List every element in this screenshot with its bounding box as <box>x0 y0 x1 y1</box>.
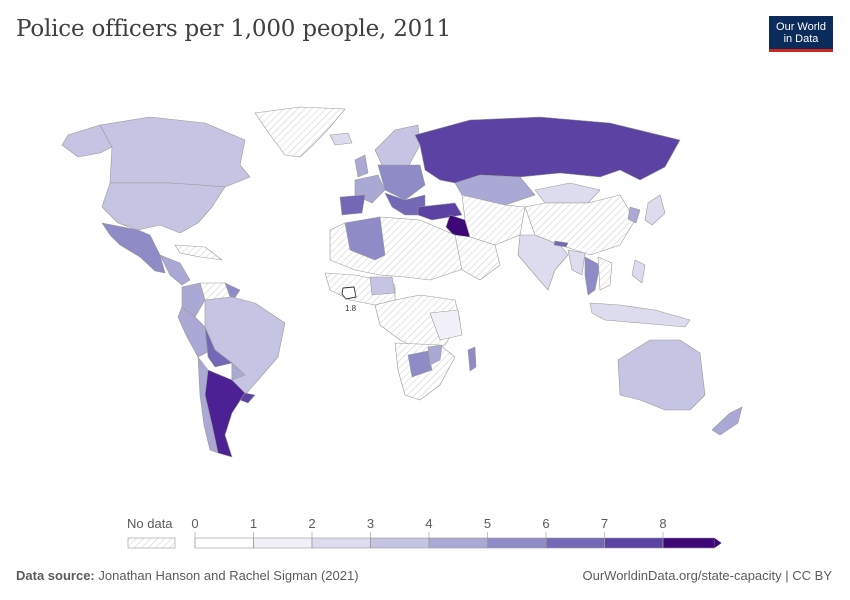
legend-tick-label: 6 <box>542 516 549 531</box>
region-peru[interactable] <box>177 306 213 358</box>
region-thailand[interactable] <box>584 256 601 296</box>
region-central-asia[interactable] <box>461 194 526 246</box>
source-text: Jonathan Hanson and Rachel Sigman (2021) <box>98 568 359 583</box>
legend-tick-label: 2 <box>308 516 315 531</box>
region-guiana[interactable] <box>224 282 241 303</box>
legend-no-data-label: No data <box>127 516 173 531</box>
legend-bin-7[interactable] <box>604 537 664 549</box>
legend-tick-label: 0 <box>191 516 198 531</box>
world-map[interactable]: 1.8 <box>0 95 850 460</box>
legend-bin-4[interactable] <box>428 537 488 549</box>
region-nepal[interactable] <box>553 240 569 248</box>
legend-no-data-swatch <box>127 537 176 549</box>
region-indochina[interactable] <box>597 256 613 291</box>
source-label: Data source: <box>16 568 95 583</box>
region-mongolia[interactable] <box>534 182 601 204</box>
region-greenland[interactable] <box>254 106 346 158</box>
footer-source: Data source: Jonathan Hanson and Rachel … <box>16 568 359 583</box>
legend-arrow-tip <box>714 538 722 548</box>
region-korea[interactable] <box>627 206 641 224</box>
region-united-kingdom[interactable] <box>354 154 369 178</box>
region-caribbean[interactable] <box>174 244 223 261</box>
region-russia[interactable] <box>414 116 681 184</box>
region-iberia[interactable] <box>339 194 366 216</box>
region-australia[interactable] <box>617 339 706 411</box>
legend-bin-8[interactable] <box>662 537 715 549</box>
region-mozambique-area[interactable] <box>427 344 443 366</box>
region-chile[interactable] <box>197 356 219 454</box>
region-indonesia[interactable] <box>589 302 691 328</box>
legend-tick-label: 7 <box>601 516 608 531</box>
region-mexico[interactable] <box>101 222 166 274</box>
region-botswana-area[interactable] <box>407 350 433 378</box>
region-colombia[interactable] <box>181 282 206 318</box>
region-nigeria-area[interactable] <box>369 276 396 296</box>
region-myanmar[interactable] <box>567 249 586 276</box>
legend-bin-6[interactable] <box>545 537 605 549</box>
region-new-zealand[interactable] <box>711 406 743 436</box>
region-canada[interactable] <box>99 116 251 188</box>
region-central-europe[interactable] <box>377 164 426 201</box>
legend-tick-label: 8 <box>659 516 666 531</box>
chart-title: Police officers per 1,000 people, 2011 <box>16 16 451 42</box>
legend-tick-label: 3 <box>367 516 374 531</box>
region-paraguay[interactable] <box>231 362 246 381</box>
region-algeria[interactable] <box>344 216 386 261</box>
region-madagascar[interactable] <box>467 346 477 372</box>
legend: No data 0 1 2 3 4 5 6 7 8 <box>127 516 722 549</box>
logo-line-2: in Data <box>783 33 819 45</box>
owid-logo[interactable]: Our World in Data <box>769 16 833 52</box>
region-bolivia[interactable] <box>204 326 233 368</box>
region-philippines[interactable] <box>631 259 646 284</box>
region-japan[interactable] <box>644 194 666 226</box>
region-india[interactable] <box>517 234 569 291</box>
legend-bin-1[interactable] <box>253 537 313 549</box>
region-arabia[interactable] <box>454 234 501 281</box>
region-united-states[interactable] <box>101 182 226 234</box>
legend-tick-label: 4 <box>425 516 432 531</box>
region-iceland[interactable] <box>329 132 353 146</box>
region-central-america[interactable] <box>159 254 191 286</box>
region-cote-divoire[interactable] <box>341 286 357 300</box>
legend-bin-5[interactable] <box>487 537 547 549</box>
legend-tick-label: 1 <box>250 516 257 531</box>
legend-bin-0[interactable] <box>194 537 254 549</box>
footer-url[interactable]: OurWorldinData.org/state-capacity | CC B… <box>582 568 832 583</box>
region-uruguay[interactable] <box>239 392 256 404</box>
legend-bin-2[interactable] <box>311 537 371 549</box>
annotation-value: 1.8 <box>345 304 357 313</box>
legend-tick-label: 5 <box>484 516 491 531</box>
legend-bin-3[interactable] <box>370 537 430 549</box>
logo-line-1: Our World <box>776 21 826 33</box>
region-east-africa[interactable] <box>429 309 463 341</box>
